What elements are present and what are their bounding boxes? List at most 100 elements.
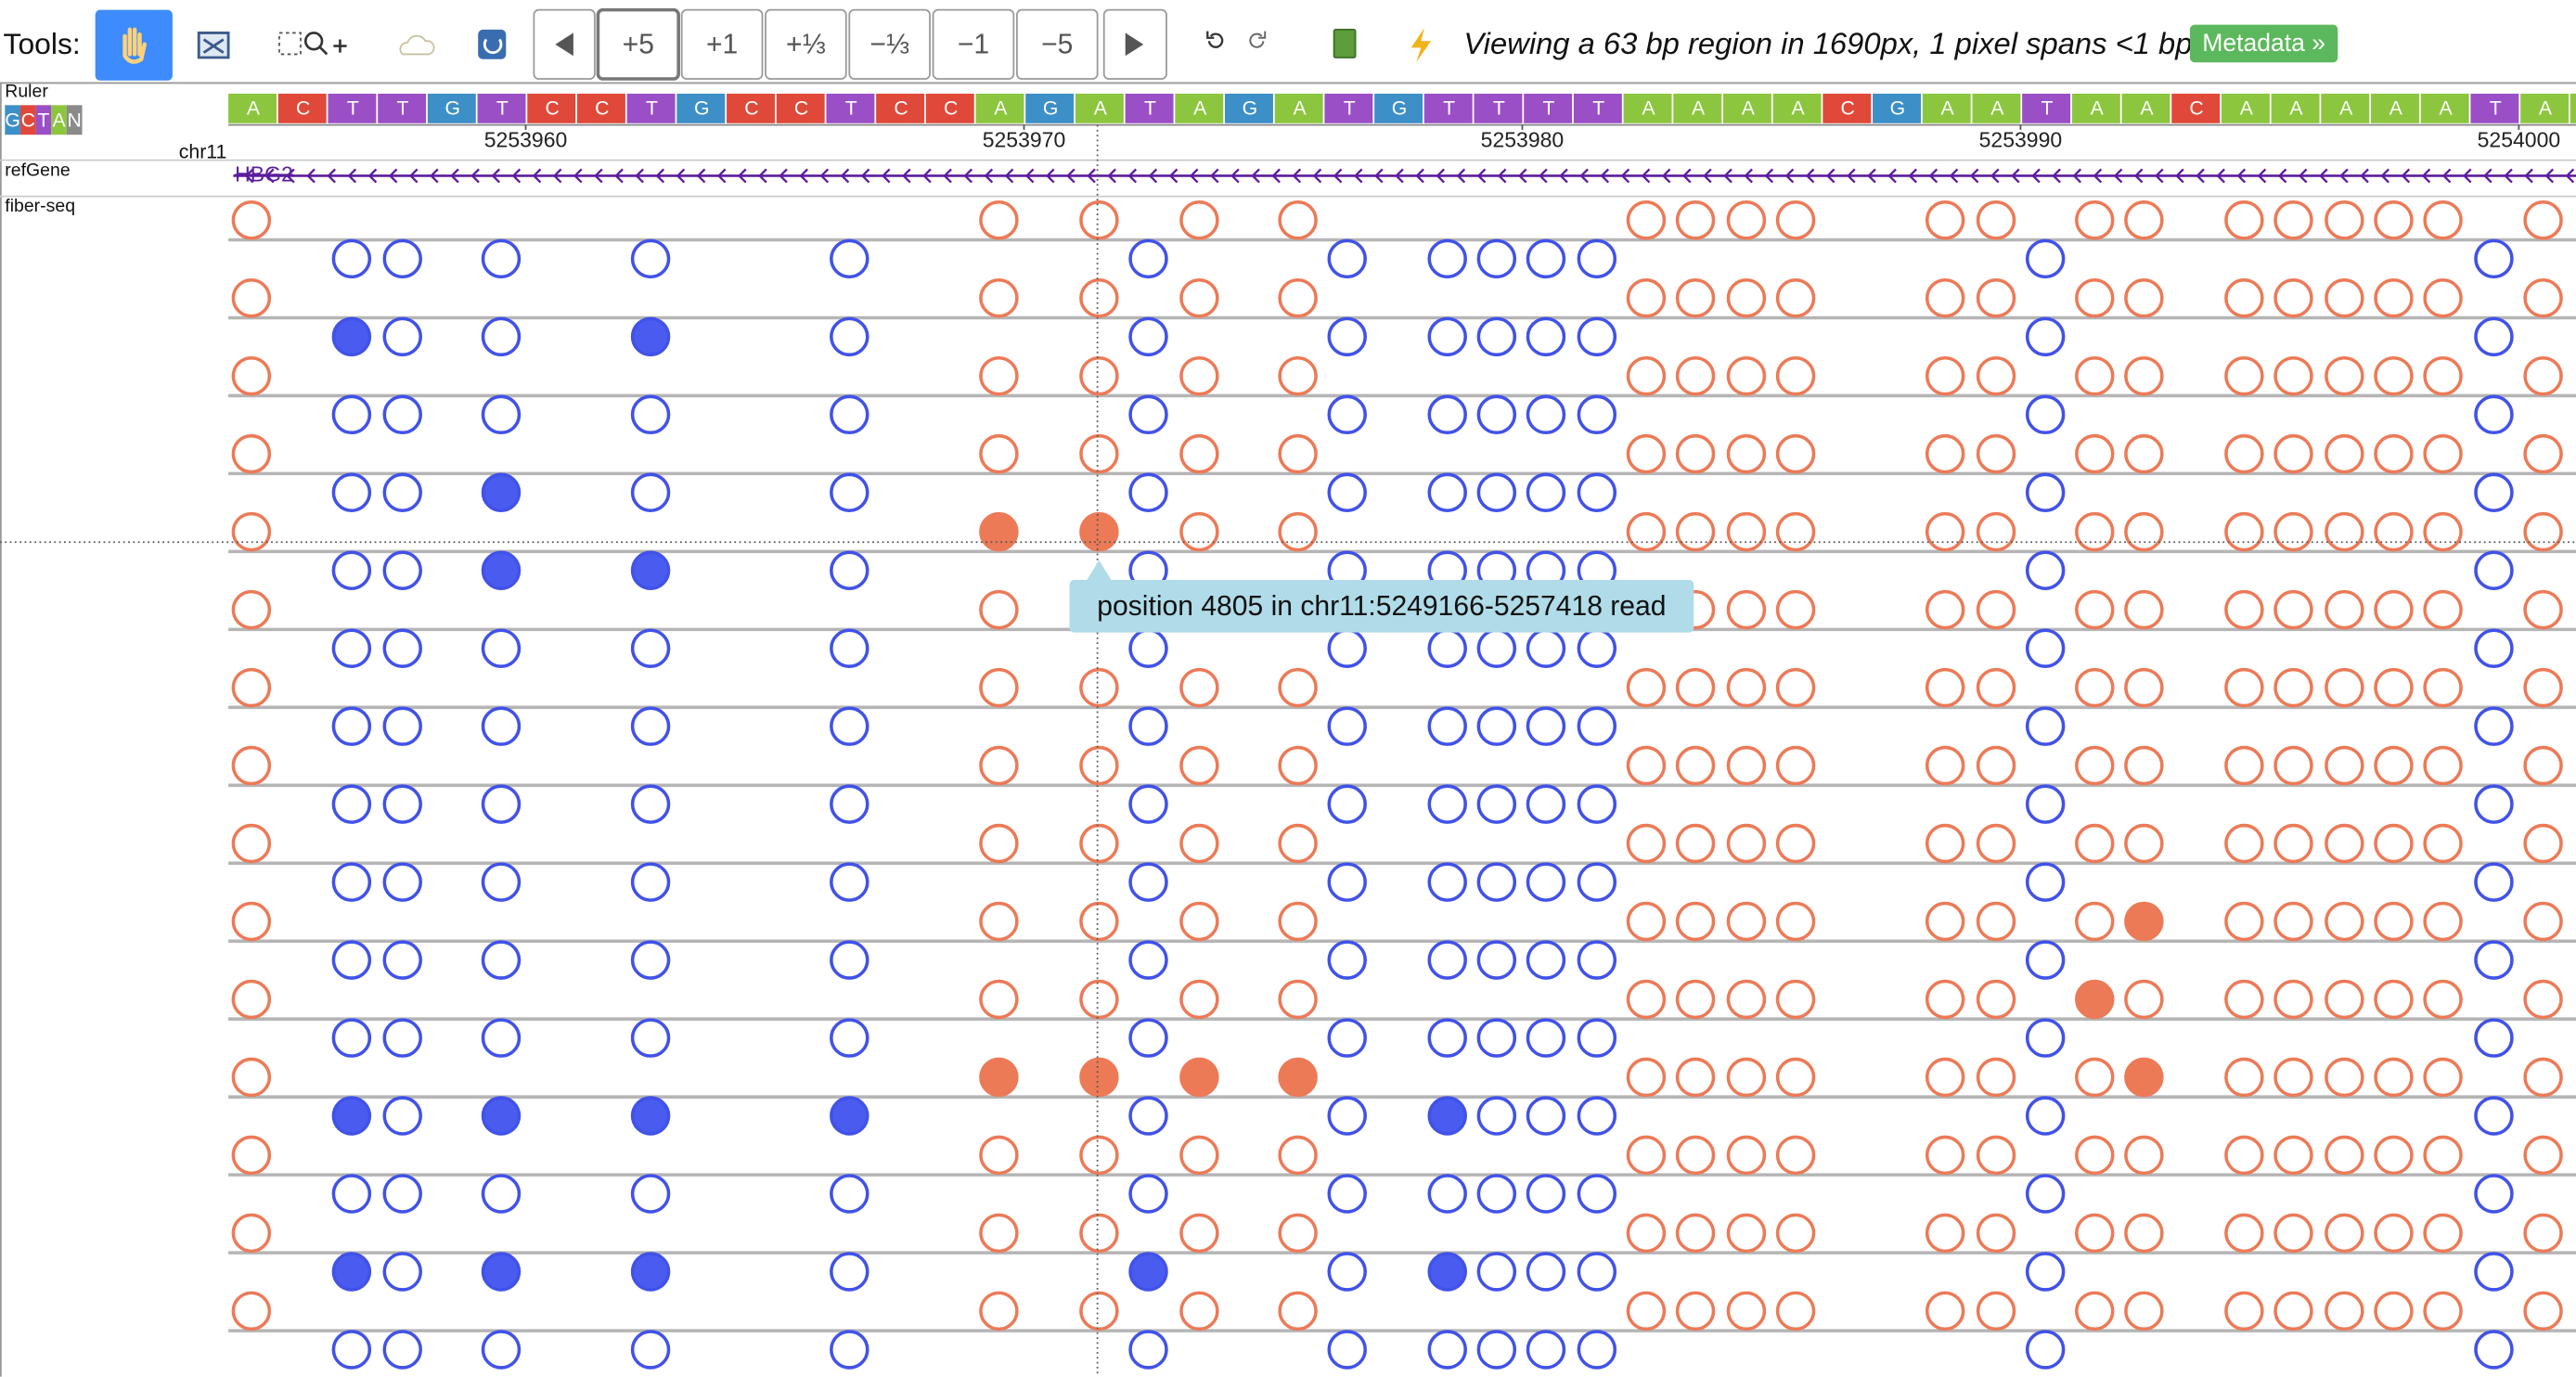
accessibility-call	[382, 1096, 422, 1136]
methylation-call	[2423, 901, 2463, 942]
accessibility-call	[1476, 862, 1517, 902]
methylation-call	[1976, 745, 2016, 786]
accessibility-call	[830, 628, 869, 668]
accessibility-call	[382, 862, 422, 902]
base-letter: G	[694, 97, 710, 119]
accessibility-call	[2474, 940, 2514, 980]
undo-icon[interactable]	[1206, 31, 1224, 48]
accessibility-call	[1128, 238, 1168, 279]
methylation-call	[1675, 277, 1716, 318]
base-block	[1922, 93, 1971, 123]
accessibility-call	[1476, 940, 1517, 980]
accessibility-call	[1476, 238, 1517, 279]
accessibility-call	[830, 940, 869, 980]
tooltip-pointer	[1086, 560, 1113, 582]
reorder-icon[interactable]	[197, 32, 230, 59]
accessibility-call	[630, 238, 671, 279]
base-letter: C	[894, 97, 908, 119]
methylation-call	[979, 1135, 1019, 1176]
methylation-call	[2374, 1291, 2414, 1332]
methylation-call	[1278, 1213, 1318, 1254]
methylation-call	[2325, 589, 2364, 630]
base-letter: A	[1791, 97, 1805, 119]
methylation-call	[979, 200, 1019, 240]
methylation-call	[1925, 823, 1965, 864]
base-letter: G	[1392, 97, 1408, 119]
base-block	[1722, 93, 1771, 123]
ruler-track-label: Ruler	[5, 81, 48, 101]
methylation-call	[2075, 589, 2115, 630]
redo-icon[interactable]	[1249, 31, 1267, 48]
zoom-button[interactable]	[596, 7, 680, 81]
lightning-icon[interactable]	[1410, 28, 1432, 63]
base-block	[925, 93, 974, 123]
base-block	[1673, 93, 1722, 123]
methylation-call	[231, 1213, 272, 1254]
methylation-call	[231, 355, 272, 396]
accessibility-call	[2025, 238, 2066, 279]
methylation-call	[2374, 511, 2414, 552]
base-letter: G	[1890, 97, 1906, 119]
accessibility-call	[2474, 1330, 2514, 1370]
accessibility-call	[1128, 628, 1168, 668]
metadata-button[interactable]	[2189, 24, 2338, 63]
zoom-button[interactable]	[680, 8, 764, 80]
methylation-call	[2124, 1135, 2164, 1176]
metadata-button-label[interactable]: Metadata »	[2202, 29, 2325, 57]
refresh-icon[interactable]	[478, 29, 507, 59]
region-select-icon[interactable]	[278, 32, 302, 56]
accessibility-call	[830, 1330, 869, 1370]
methylation-call	[1775, 1213, 1816, 1254]
zoom-button[interactable]	[1015, 8, 1099, 80]
accessibility-call	[481, 1330, 522, 1370]
accessibility-call	[1476, 1252, 1517, 1292]
accessibility-call	[2474, 238, 2514, 279]
methylation-call	[2224, 1057, 2264, 1098]
accessibility-call	[1526, 472, 1566, 513]
base-block	[1175, 93, 1224, 123]
zoom-button[interactable]	[848, 8, 931, 80]
accessibility-call	[2025, 472, 2066, 513]
accessibility-call	[2474, 394, 2514, 435]
accessibility-call	[2474, 1096, 2514, 1136]
methylation-call	[1179, 277, 1219, 318]
methylation-call	[1976, 1135, 2016, 1176]
base-legend-letter: A	[52, 109, 66, 132]
base-block	[826, 93, 875, 123]
accessibility-call	[1577, 784, 1617, 824]
methylation-call	[1925, 1291, 1965, 1332]
accessibility-call	[1427, 940, 1467, 980]
methylation-call	[1976, 1213, 2016, 1254]
methylation-call	[1179, 1291, 1219, 1332]
methylation-call	[979, 589, 1019, 630]
accessibility-call	[1476, 1018, 1517, 1058]
accessibility-call	[1526, 862, 1566, 902]
methylation-call	[2325, 433, 2364, 474]
zoom-button[interactable]	[765, 8, 847, 80]
methylation-call	[1976, 667, 2016, 708]
zoom-button[interactable]	[932, 8, 1015, 80]
accessibility-call	[1327, 1018, 1367, 1058]
methylation-call	[1775, 355, 1816, 396]
accessibility-call	[1476, 1096, 1517, 1136]
accessibility-call	[1327, 706, 1367, 746]
methylation-call	[2423, 745, 2463, 786]
methylation-call	[1278, 1135, 1318, 1176]
base-block	[1873, 93, 1921, 123]
accessibility-call	[1526, 316, 1566, 357]
methylation-call	[1976, 1291, 2016, 1332]
base-block	[1225, 93, 1273, 123]
methylation-call	[1726, 277, 1767, 318]
methylation-call	[2523, 277, 2563, 318]
accessibility-call	[1427, 628, 1467, 668]
methylation-call	[231, 901, 272, 942]
methylation-call	[2325, 200, 2364, 240]
methylation-call	[2075, 823, 2115, 864]
accessibility-call	[1427, 1096, 1467, 1136]
methylation-call	[979, 979, 1019, 1020]
book-icon[interactable]	[1333, 29, 1357, 58]
cloud-icon[interactable]	[399, 34, 435, 56]
methylation-call	[231, 200, 272, 240]
methylation-call	[2224, 745, 2264, 786]
